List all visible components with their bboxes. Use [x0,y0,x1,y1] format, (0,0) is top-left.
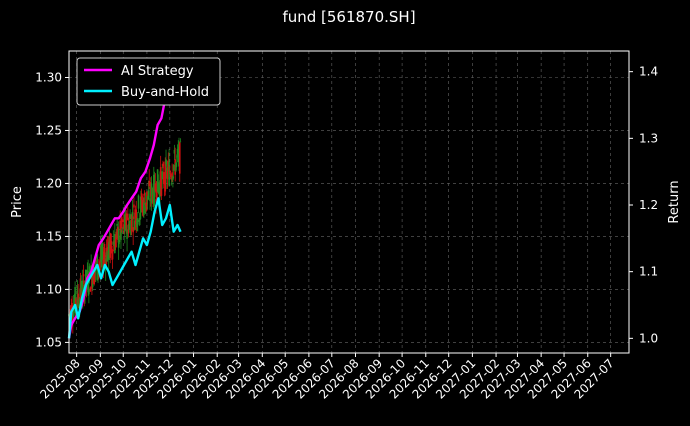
series-line-buy-and-hold [67,197,182,339]
y-axis-label-left: Price [10,186,25,218]
y-tick-label-left: 1.05 [35,335,62,349]
chart-title: fund [561870.SH] [282,8,415,26]
y-tick-label-left: 1.20 [35,176,62,190]
series-layer [67,57,182,339]
y-tick-label-left: 1.15 [35,229,62,243]
legend-box [76,57,221,106]
plot-frame [68,50,630,354]
y-tick-label-left: 1.25 [35,123,62,137]
y-tick-label-right: 1.0 [639,331,658,345]
legend-label-buy-and-hold: Buy-and-Hold [121,85,209,100]
legend: AI Strategy Buy-and-Hold [76,57,221,106]
y-tick-label-right: 1.3 [639,131,658,145]
y-tick-label-left: 1.10 [35,282,62,296]
y-tick-label-left: 1.30 [35,70,62,84]
y-tick-label-right: 1.4 [639,65,658,79]
legend-label-ai-strategy: AI Strategy [121,64,194,79]
y-axis-label-right: Return [667,180,682,223]
candle-layer [68,137,182,334]
y-tick-label-right: 1.1 [639,265,658,279]
y-tick-label-right: 1.2 [639,198,658,212]
